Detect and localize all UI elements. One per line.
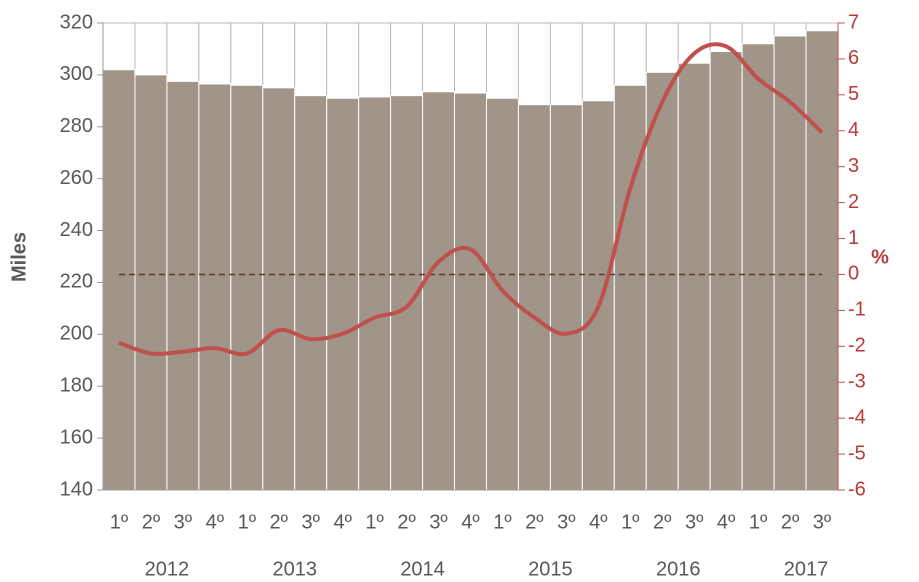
- bar: [230, 84, 264, 491]
- bar: [805, 30, 839, 491]
- y-tick-label: 180: [60, 375, 93, 397]
- x-tick-label: 3º: [429, 511, 448, 533]
- y-tick-label: 280: [60, 115, 93, 137]
- x-tick-label: 1º: [365, 511, 384, 533]
- x-tick-label: 2º: [525, 511, 544, 533]
- bar: [549, 104, 583, 491]
- x-tick-label: 3º: [174, 511, 193, 533]
- y2-tick-label: -2: [848, 335, 866, 357]
- y2-tick-label: -5: [848, 442, 866, 464]
- y-tick-label: 260: [60, 167, 93, 189]
- y2-tick-label: 7: [848, 11, 859, 33]
- bar: [166, 80, 200, 491]
- bar: [198, 83, 232, 491]
- x-tick-label: 2º: [781, 511, 800, 533]
- bar: [134, 74, 168, 491]
- bar: [645, 71, 679, 491]
- year-label: 2014: [400, 558, 445, 580]
- x-tick-label: 1º: [238, 511, 257, 533]
- x-tick-label: 3º: [557, 511, 576, 533]
- y-axis-label: Miles: [8, 232, 30, 282]
- y-tick-label: 300: [60, 63, 93, 85]
- y-tick-label: 220: [60, 271, 93, 293]
- year-label: 2012: [145, 558, 190, 580]
- x-tick-label: 3º: [685, 511, 704, 533]
- line: [118, 42, 824, 357]
- bar: [613, 84, 647, 491]
- x-tick-label: 3º: [813, 511, 832, 533]
- y-tick-label: 240: [60, 219, 93, 241]
- y-tick-label: 140: [60, 478, 93, 500]
- year-label: 2015: [528, 558, 573, 580]
- year-label: 2016: [656, 558, 701, 580]
- x-tick-label: 4º: [717, 511, 736, 533]
- y2-tick-label: 1: [848, 227, 859, 249]
- x-tick-label: 2º: [397, 511, 416, 533]
- y2-tick-label: 3: [848, 155, 859, 177]
- bar: [709, 51, 743, 491]
- y-tick-label: 320: [60, 11, 93, 33]
- y2-tick-label: 4: [848, 119, 859, 141]
- x-tick-label: 2º: [653, 511, 672, 533]
- bar: [422, 91, 456, 491]
- y2-tick-label: -3: [848, 371, 866, 393]
- y2-tick-label: 5: [848, 83, 859, 105]
- year-label: 2013: [272, 558, 317, 580]
- y2-tick-label: 2: [848, 191, 859, 213]
- y2-tick-label: -6: [848, 478, 866, 500]
- bar: [294, 95, 328, 491]
- x-tick-label: 4º: [589, 511, 608, 533]
- bar: [262, 87, 296, 491]
- bar: [358, 96, 392, 491]
- y2-axis-label: %: [871, 246, 889, 268]
- x-tick-label: 2º: [142, 511, 161, 533]
- y2-tick-label: -1: [848, 299, 866, 321]
- bar: [102, 69, 136, 491]
- bar: [485, 97, 519, 491]
- bar: [581, 100, 615, 491]
- y-tick-label: 200: [60, 323, 93, 345]
- x-tick-label: 4º: [333, 511, 352, 533]
- y2-tick-label: -4: [848, 406, 866, 428]
- bar: [454, 92, 487, 491]
- x-tick-label: 4º: [461, 511, 480, 533]
- x-tick-label: 4º: [206, 511, 225, 533]
- x-tick-label: 3º: [301, 511, 320, 533]
- year-label: 2017: [784, 558, 829, 580]
- bar: [326, 97, 360, 491]
- x-tick-label: 1º: [110, 511, 129, 533]
- y-tick-label: 160: [60, 426, 93, 448]
- bar: [517, 104, 551, 491]
- x-tick-label: 1º: [493, 511, 512, 533]
- bar: [677, 62, 711, 491]
- x-tick-label: 2º: [270, 511, 289, 533]
- y2-tick-label: 6: [848, 47, 859, 69]
- bar: [741, 43, 775, 491]
- y2-tick-label: 0: [848, 263, 859, 285]
- x-tick-label: 1º: [749, 511, 768, 533]
- x-tick-label: 1º: [621, 511, 640, 533]
